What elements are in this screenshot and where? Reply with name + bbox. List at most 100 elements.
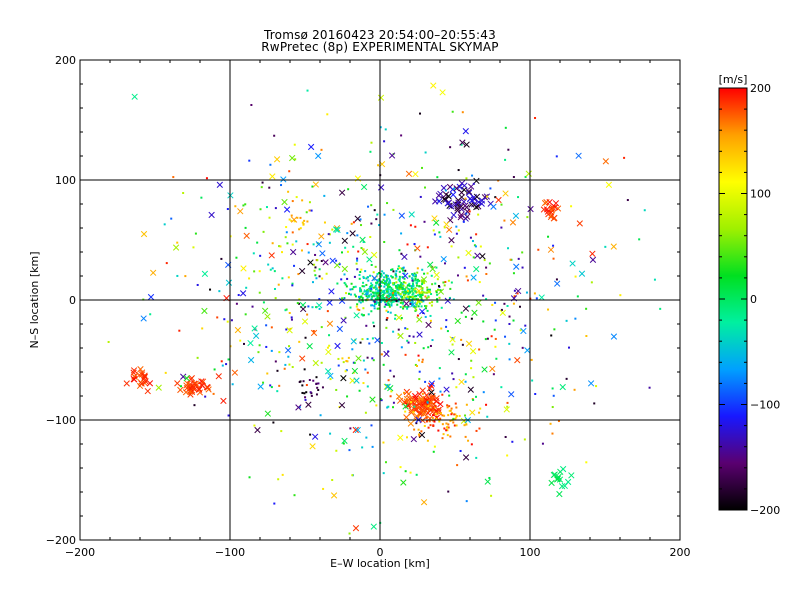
- data-point: [315, 376, 318, 379]
- data-point-cross: [383, 383, 390, 390]
- data-point: [356, 234, 359, 237]
- data-point-cross: [445, 226, 453, 233]
- data-point: [293, 220, 296, 223]
- data-point: [403, 391, 406, 394]
- data-point-cross: [559, 383, 566, 391]
- data-point: [416, 271, 419, 274]
- data-point: [659, 307, 662, 310]
- data-point: [373, 209, 376, 212]
- data-point: [418, 435, 421, 438]
- data-point-cross: [512, 212, 520, 220]
- data-point-cross: [413, 412, 420, 420]
- data-point: [391, 288, 394, 291]
- data-point: [454, 402, 457, 405]
- data-point: [303, 392, 306, 395]
- data-point: [288, 218, 291, 221]
- data-point: [408, 297, 411, 300]
- data-point-cross: [449, 186, 456, 193]
- data-point: [192, 246, 195, 249]
- data-point: [486, 415, 489, 418]
- x-tick-label: −100: [215, 546, 245, 559]
- data-point: [410, 285, 413, 288]
- data-point: [427, 291, 430, 294]
- data-point-cross: [340, 317, 347, 324]
- data-point-cross: [123, 380, 130, 387]
- data-point: [418, 370, 421, 373]
- data-point-cross: [460, 198, 468, 205]
- data-point: [400, 317, 403, 320]
- data-point: [420, 305, 423, 308]
- data-point: [287, 276, 290, 279]
- data-point-cross: [605, 181, 613, 188]
- data-point: [421, 392, 424, 395]
- data-point: [534, 392, 537, 395]
- data-point-cross: [555, 473, 562, 481]
- data-point-cross: [326, 299, 333, 306]
- data-point: [165, 262, 168, 265]
- data-point: [356, 257, 359, 260]
- data-point: [237, 294, 240, 297]
- data-point: [458, 414, 461, 417]
- data-point: [414, 363, 417, 366]
- data-point: [326, 113, 329, 116]
- data-point: [288, 311, 291, 314]
- data-point: [431, 301, 434, 304]
- data-point: [455, 386, 458, 389]
- data-point: [172, 176, 175, 179]
- data-point: [374, 291, 377, 294]
- data-point: [349, 306, 352, 309]
- data-point-cross: [418, 308, 426, 315]
- data-point-cross: [329, 257, 336, 264]
- data-point: [485, 266, 488, 269]
- data-point: [379, 275, 382, 278]
- data-point-cross: [312, 181, 319, 188]
- data-point: [409, 295, 412, 298]
- data-point: [383, 289, 386, 292]
- data-point: [470, 443, 473, 446]
- data-point: [360, 224, 363, 227]
- data-point: [352, 221, 355, 224]
- data-point: [484, 338, 487, 341]
- data-point-cross: [556, 490, 563, 498]
- data-point: [381, 281, 384, 284]
- data-point: [648, 386, 651, 389]
- data-point-cross: [338, 402, 346, 409]
- data-point-cross: [385, 296, 392, 303]
- data-point: [373, 304, 376, 307]
- data-point: [464, 373, 467, 376]
- data-point: [387, 283, 390, 286]
- data-point-cross: [460, 417, 468, 425]
- data-point: [494, 345, 497, 348]
- data-point: [418, 291, 421, 294]
- data-point-cross: [551, 471, 558, 478]
- data-point: [405, 286, 408, 289]
- data-point: [269, 384, 272, 387]
- data-point: [362, 248, 365, 251]
- data-point: [328, 334, 331, 337]
- data-point: [415, 297, 418, 300]
- data-point-cross: [366, 256, 373, 263]
- data-point-cross: [462, 305, 470, 312]
- data-point: [426, 309, 429, 312]
- data-point: [451, 337, 454, 340]
- data-point: [446, 404, 449, 407]
- data-point: [413, 275, 416, 278]
- data-point: [370, 141, 373, 144]
- data-point: [424, 151, 427, 154]
- data-point-cross: [462, 128, 469, 135]
- data-point-cross: [141, 375, 148, 382]
- data-point: [377, 301, 380, 304]
- data-point-cross: [319, 250, 326, 257]
- data-point: [449, 419, 452, 422]
- data-point: [441, 423, 444, 426]
- data-point: [315, 306, 318, 309]
- data-point: [370, 263, 373, 266]
- data-point: [452, 298, 455, 301]
- data-point: [328, 233, 331, 236]
- data-point: [442, 433, 445, 436]
- data-point-cross: [403, 398, 410, 405]
- scatter-points: [107, 82, 662, 535]
- data-point: [220, 257, 223, 260]
- data-point: [523, 438, 526, 441]
- data-point: [380, 274, 383, 277]
